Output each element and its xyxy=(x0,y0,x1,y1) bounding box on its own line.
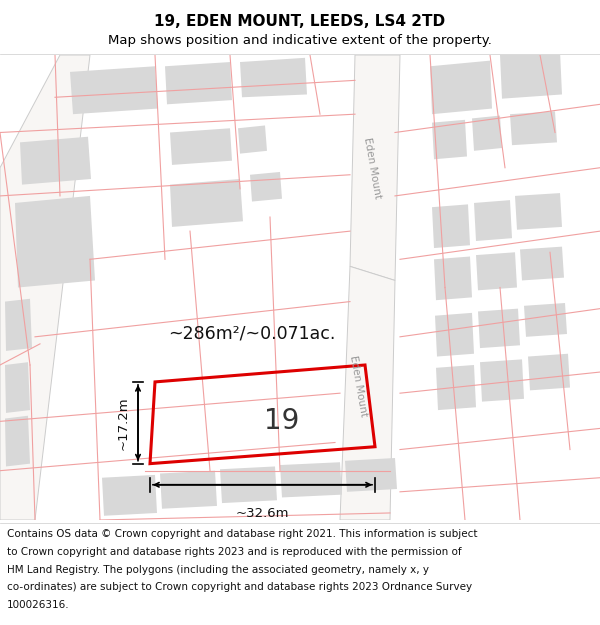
Polygon shape xyxy=(510,111,557,145)
Polygon shape xyxy=(480,359,524,402)
Polygon shape xyxy=(0,55,90,520)
Text: Map shows position and indicative extent of the property.: Map shows position and indicative extent… xyxy=(108,34,492,47)
Text: ~32.6m: ~32.6m xyxy=(236,508,289,521)
Polygon shape xyxy=(280,462,342,498)
Polygon shape xyxy=(520,247,564,281)
Polygon shape xyxy=(340,266,395,520)
Text: ~17.2m: ~17.2m xyxy=(117,396,130,449)
Polygon shape xyxy=(435,313,474,356)
Polygon shape xyxy=(500,51,562,99)
Polygon shape xyxy=(432,120,467,159)
Polygon shape xyxy=(434,256,472,300)
Polygon shape xyxy=(250,172,282,201)
Polygon shape xyxy=(472,116,502,151)
Polygon shape xyxy=(20,137,91,184)
Text: 19, EDEN MOUNT, LEEDS, LS4 2TD: 19, EDEN MOUNT, LEEDS, LS4 2TD xyxy=(154,14,446,29)
Text: Eden Mount: Eden Mount xyxy=(347,355,368,418)
Text: Eden Mount: Eden Mount xyxy=(362,136,382,199)
Polygon shape xyxy=(238,126,267,154)
Polygon shape xyxy=(515,193,562,230)
Polygon shape xyxy=(5,416,30,466)
Polygon shape xyxy=(476,253,517,291)
Text: 19: 19 xyxy=(263,408,299,436)
Text: co-ordinates) are subject to Crown copyright and database rights 2023 Ordnance S: co-ordinates) are subject to Crown copyr… xyxy=(7,582,472,592)
Polygon shape xyxy=(350,55,400,281)
Polygon shape xyxy=(478,309,520,348)
Polygon shape xyxy=(15,196,95,288)
Polygon shape xyxy=(70,66,158,114)
Polygon shape xyxy=(170,179,243,227)
Polygon shape xyxy=(524,303,567,337)
Polygon shape xyxy=(528,354,570,391)
Polygon shape xyxy=(102,475,157,516)
Polygon shape xyxy=(160,471,217,509)
Text: to Crown copyright and database rights 2023 and is reproduced with the permissio: to Crown copyright and database rights 2… xyxy=(7,547,462,557)
Polygon shape xyxy=(436,365,476,410)
Text: ~286m²/~0.071ac.: ~286m²/~0.071ac. xyxy=(168,325,335,343)
Text: HM Land Registry. The polygons (including the associated geometry, namely x, y: HM Land Registry. The polygons (includin… xyxy=(7,564,429,574)
Polygon shape xyxy=(345,458,397,492)
Polygon shape xyxy=(5,362,30,413)
Polygon shape xyxy=(165,62,232,104)
Polygon shape xyxy=(240,58,307,98)
Polygon shape xyxy=(170,128,232,165)
Polygon shape xyxy=(220,466,277,503)
Text: Contains OS data © Crown copyright and database right 2021. This information is : Contains OS data © Crown copyright and d… xyxy=(7,529,478,539)
Text: 100026316.: 100026316. xyxy=(7,599,70,609)
Polygon shape xyxy=(430,61,492,114)
Polygon shape xyxy=(5,299,32,351)
Polygon shape xyxy=(432,204,470,248)
Polygon shape xyxy=(474,200,512,241)
